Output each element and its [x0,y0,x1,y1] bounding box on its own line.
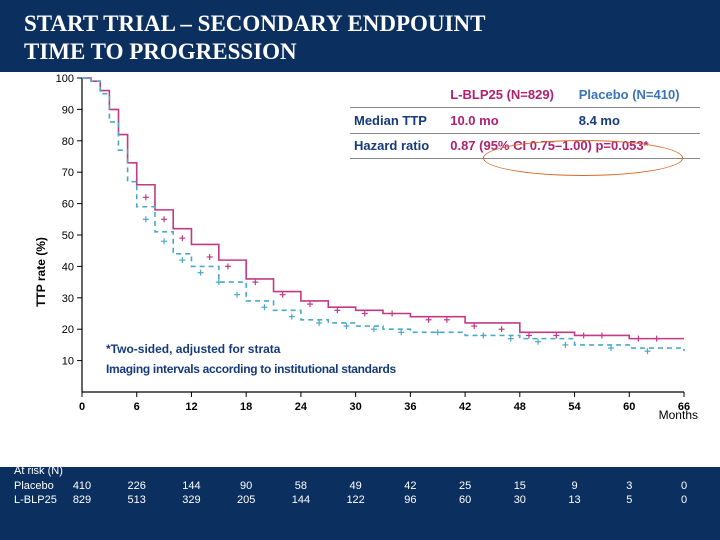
slide-title: START TRIAL – SECONDARY ENDPOUINT TIME T… [0,0,720,69]
footnote-imaging: Imaging intervals according to instituti… [106,362,396,376]
at-risk-cell: 15 [500,480,540,492]
at-risk-cell: 329 [171,494,211,506]
svg-text:40: 40 [62,261,74,273]
at-risk-cell: 42 [390,480,430,492]
stats-header-lblp25: L-BLP25 (N=829) [446,82,575,108]
svg-text:80: 80 [62,136,74,148]
chart-panel: 10 20 30 40 50 60 70 80 90 100 0 6 12 18 24 30 36 42 48 54 6… [0,72,720,467]
svg-text:48: 48 [514,401,526,413]
highlight-circle [483,140,683,176]
svg-text:10: 10 [62,356,74,368]
at-risk-cell: 410 [62,480,102,492]
svg-text:70: 70 [62,167,74,179]
svg-text:100: 100 [56,73,74,85]
at-risk-cell: 226 [117,480,157,492]
stats-row-median-v2: 8.4 mo [575,108,700,134]
at-risk-cell: 25 [445,480,485,492]
svg-text:60: 60 [62,199,74,211]
at-risk-row-label: Placebo [14,480,54,492]
at-risk-cell: 90 [226,480,266,492]
svg-text:42: 42 [459,401,471,413]
at-risk-cell: 49 [336,480,376,492]
at-risk-cell: 13 [555,494,595,506]
svg-text:90: 90 [62,104,74,116]
at-risk-cell: 0 [664,480,704,492]
at-risk-cell: 60 [445,494,485,506]
svg-text:30: 30 [350,401,362,413]
at-risk-cell: 829 [62,494,102,506]
stats-header-blank [350,82,446,108]
x-axis-label: Months [659,408,698,422]
title-line-1: START TRIAL – SECONDARY ENDPOUINT [24,11,485,36]
at-risk-cell: 58 [281,480,321,492]
svg-text:30: 30 [62,293,74,305]
at-risk-cell: 0 [664,494,704,506]
svg-text:12: 12 [185,401,197,413]
svg-text:24: 24 [295,401,308,413]
svg-text:0: 0 [79,401,85,413]
at-risk-cell: 30 [500,494,540,506]
svg-text:54: 54 [568,401,581,413]
at-risk-cell: 144 [171,480,211,492]
svg-text:50: 50 [62,230,74,242]
svg-text:20: 20 [62,324,74,336]
footnote-strata: *Two-sided, adjusted for strata [106,342,280,356]
at-risk-cell: 205 [226,494,266,506]
at-risk-title: At risk (N) [14,465,63,477]
stats-header-placebo: Placebo (N=410) [575,82,700,108]
svg-text:6: 6 [134,401,140,413]
svg-text:36: 36 [404,401,416,413]
y-axis-label: TTP rate (%) [34,237,48,307]
title-line-2: TIME TO PROGRESSION [24,39,297,64]
stats-row-hr-label: Hazard ratio [350,134,446,159]
svg-text:18: 18 [240,401,252,413]
at-risk-cell: 122 [336,494,376,506]
at-risk-cell: 5 [609,494,649,506]
at-risk-cell: 96 [390,494,430,506]
at-risk-row-label: L-BLP25 [14,494,57,506]
stats-row-median-label: Median TTP [350,108,446,134]
svg-text:60: 60 [623,401,635,413]
at-risk-cell: 513 [117,494,157,506]
stats-row-median-v1: 10.0 mo [446,108,575,134]
at-risk-cell: 144 [281,494,321,506]
at-risk-cell: 3 [609,480,649,492]
at-risk-cell: 9 [555,480,595,492]
